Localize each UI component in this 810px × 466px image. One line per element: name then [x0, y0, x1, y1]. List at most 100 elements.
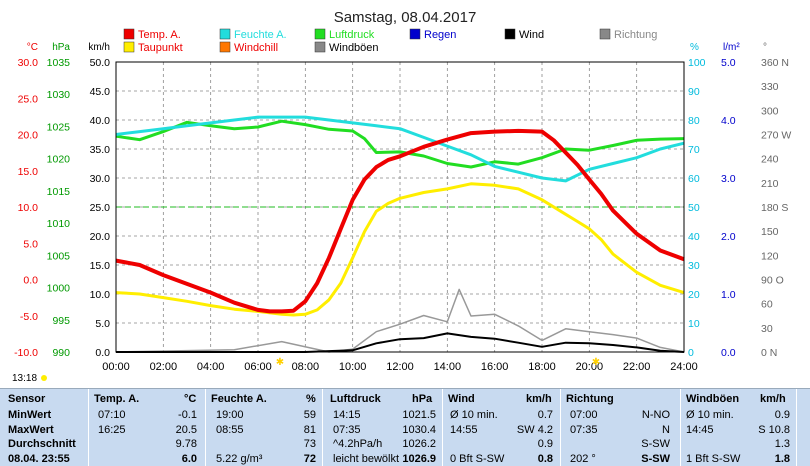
left-axis-tick-label: 45.0	[90, 86, 111, 98]
stat-cell-hum-val: 59	[303, 409, 316, 421]
left-axis-unit: °C	[27, 42, 38, 53]
x-axis-tick-label: 18:00	[528, 361, 556, 373]
left-axis-tick-label: 25.0	[18, 93, 39, 105]
right-axis-tick-label: 50	[688, 202, 700, 214]
right-axis-tick-label: 10	[688, 318, 700, 330]
stat-cell-gust-val: S 10.8	[758, 423, 790, 436]
stat-cell-temp-val: 6.0	[181, 452, 197, 465]
right-axis-unit: %	[690, 42, 699, 53]
right-axis-tick-label: 0.0	[721, 347, 736, 359]
left-axis-tick-label: 5.0	[23, 238, 38, 250]
legend-label: Temp. A.	[138, 29, 181, 41]
left-axis-tick-label: 40.0	[90, 115, 111, 127]
sun-marker	[41, 375, 47, 381]
stat-cell-press-time: 14:15	[333, 409, 361, 421]
right-axis-tick-label: 60	[761, 299, 773, 311]
x-axis-tick-label: 10:00	[339, 361, 367, 373]
left-axis-tick-label: 20.0	[90, 231, 111, 243]
header-humidity-unit: %	[306, 393, 316, 405]
stat-cell-gust-time: 1 Bft S-SW	[686, 452, 741, 465]
x-axis-tick-label: 22:00	[623, 361, 651, 373]
left-axis-tick-label: 20.0	[18, 130, 39, 142]
stat-cell-press-val: 1030.4	[402, 423, 436, 436]
left-axis-tick-label: 15.0	[90, 260, 111, 272]
left-axis-tick-label: -5.0	[20, 311, 38, 323]
right-axis-tick-label: 4.0	[721, 115, 736, 127]
left-axis-tick-label: 1020	[47, 154, 71, 166]
series-line	[115, 119, 685, 169]
stat-cell-temp-val: 20.5	[175, 423, 197, 436]
left-axis-tick-label: 1010	[47, 218, 71, 230]
legend-swatch	[504, 28, 516, 40]
left-axis-tick-label: 35.0	[90, 144, 111, 156]
x-axis-tick-label: 24:00	[670, 361, 698, 373]
stat-cell-wind-val: 0.9	[537, 438, 553, 450]
left-axis-tick-label: 15.0	[18, 166, 39, 178]
chart-title: Samstag, 08.04.2017	[334, 9, 477, 26]
stat-cell-dir-time: 07:00	[570, 409, 598, 421]
weather-chart: Samstag, 08.04.2017 Temp. A. Feuchte A. Lu…	[12, 9, 791, 384]
legend-swatch	[219, 28, 231, 40]
right-axis-tick-label: 30	[688, 260, 700, 272]
grid	[116, 62, 684, 352]
stat-cell-temp-time: 07:10	[98, 409, 126, 421]
stat-cell-hum-time: 19:00	[216, 409, 244, 421]
header-sensor: Sensor	[8, 393, 46, 405]
right-axis-tick-label: 0	[688, 347, 694, 359]
left-axis-tick-label: 1000	[47, 283, 71, 295]
stat-cell-press-time: 07:35	[333, 423, 361, 436]
legend-swatch	[599, 28, 611, 40]
x-axis-tick-label: 04:00	[197, 361, 225, 373]
stat-cell-wind-val: 0.7	[537, 409, 553, 421]
x-axis-tick-label: 16:00	[481, 361, 509, 373]
left-axis-tick-label: 10.0	[90, 289, 111, 301]
current-time-label: 13:18	[12, 373, 37, 384]
right-axis-tick-label: 30	[761, 323, 773, 335]
x-axis-tick-label: 12:00	[386, 361, 414, 373]
stat-cell-dir-val: S-SW	[641, 452, 670, 465]
header-temp-unit: °C	[184, 393, 197, 405]
legend-swatch	[409, 28, 421, 40]
axes: °C 30.0 25.0 20.0 15.0 10.0 5.0 0.0 -5.0 -10.0 hPa…	[14, 42, 791, 373]
header-gust: Windböen	[686, 393, 740, 405]
left-axis-tick-label: 1015	[47, 186, 71, 198]
stat-cell-label: MinWert	[8, 409, 52, 421]
header-humidity: Feuchte A.	[211, 393, 267, 405]
left-axis-tick-label: 50.0	[90, 57, 111, 69]
legend-swatch	[314, 28, 326, 40]
x-axis-tick-label: 08:00	[292, 361, 320, 373]
right-axis-unit: °	[763, 42, 767, 53]
legend-swatch	[219, 41, 231, 53]
plot-frame	[115, 61, 685, 353]
left-axis-unit: hPa	[52, 42, 70, 53]
stat-cell-label: Durchschnitt	[8, 438, 76, 450]
right-axis-tick-label: 0 N	[761, 347, 777, 359]
right-axis-tick-label: 70	[688, 144, 700, 156]
legend-label: Windchill	[234, 42, 278, 54]
stat-cell-dir-time: 07:35	[570, 423, 598, 436]
x-axis-tick-label: 20:00	[576, 361, 604, 373]
sunset-marker-icon: ✱	[592, 357, 600, 368]
stat-cell-temp-val: -0.1	[178, 409, 197, 421]
legend-label: Richtung	[614, 29, 657, 41]
x-axis-tick-label: 00:00	[102, 361, 130, 373]
header-pressure: Luftdruck	[330, 393, 381, 405]
header-wind: Wind	[448, 393, 475, 405]
statistics-table: Sensor Temp. A. °C Feuchte A. % Luftdruc…	[0, 388, 810, 466]
right-axis-tick-label: 330	[761, 81, 779, 93]
header-wind-unit: km/h	[526, 393, 552, 405]
left-axis-tick-label: 1030	[47, 89, 71, 101]
right-axis-tick-label: 360 N	[761, 57, 789, 69]
stat-cell-temp-val: 9.78	[175, 438, 197, 450]
stat-cell-gust-val: 1.8	[774, 452, 790, 465]
right-axis-unit: l/m²	[723, 42, 740, 53]
right-axis-tick-label: 100	[688, 57, 706, 69]
left-axis-tick-label: 5.0	[95, 318, 110, 330]
stat-cell-hum-val: 73	[303, 438, 316, 450]
header-direction: Richtung	[566, 393, 614, 405]
right-axis-tick-label: 90 O	[761, 275, 784, 287]
left-axis-tick-label: 25.0	[90, 202, 111, 214]
stat-cell-press-val: 1026.2	[402, 438, 436, 450]
left-axis-tick-label: 1005	[47, 250, 71, 262]
left-axis-tick-label: 1025	[47, 121, 71, 133]
